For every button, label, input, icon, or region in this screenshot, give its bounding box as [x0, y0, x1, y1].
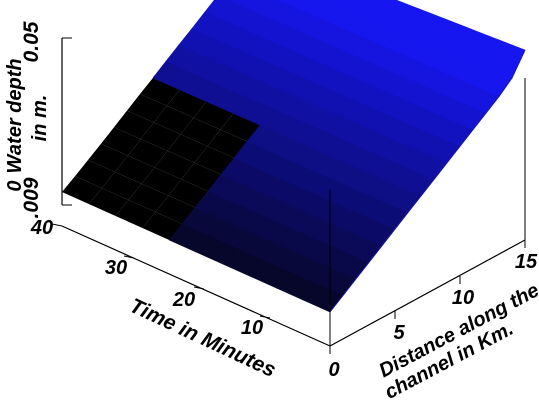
surface-patch — [166, 89, 207, 118]
z-tick-label-bottom: .009 — [20, 177, 43, 218]
surface-patch — [115, 200, 156, 228]
surface-patch — [142, 212, 183, 240]
surface-patch — [88, 143, 128, 172]
distance-tick-label-15: 15 — [515, 251, 538, 273]
surface-front-edge — [329, 49, 526, 313]
depth-surface — [62, 0, 526, 313]
surface-patch — [220, 113, 261, 142]
surface-patch — [277, 0, 287, 3]
surface-patch — [114, 155, 155, 184]
surface-patch — [140, 77, 180, 106]
surface-patch — [101, 171, 142, 200]
distance-axis-line — [329, 239, 526, 347]
surface-patch — [140, 122, 181, 151]
surface-patch — [168, 179, 209, 208]
distance-tick-label-5: 5 — [393, 322, 405, 344]
z-tick-label-top: 0.05 — [20, 21, 43, 62]
surface-patch — [128, 183, 169, 212]
surface-patch — [207, 129, 248, 158]
z-axis-title-line2: in m. — [29, 95, 51, 142]
surface-patch — [167, 134, 208, 163]
time-tick-20 — [193, 286, 205, 290]
surface-patch — [127, 139, 168, 168]
time-tick-label-20: 20 — [172, 289, 195, 311]
time-tick-label-30: 30 — [105, 257, 127, 279]
surface-patch — [227, 0, 251, 8]
surface-patch — [101, 127, 141, 156]
time-axis-line — [61, 225, 331, 347]
surface-patch — [127, 94, 167, 123]
distance-tick-label-0: 0 — [328, 359, 339, 381]
surface-patch — [180, 117, 221, 147]
surface-patch — [141, 167, 182, 196]
time-tick-30 — [123, 255, 135, 259]
z-axis-prefix: 0 — [4, 180, 26, 191]
surface-patch — [193, 101, 234, 130]
surface-patch — [114, 110, 154, 140]
surface-patch — [194, 146, 235, 175]
surface-patch — [155, 195, 196, 224]
surface-patch — [62, 176, 102, 204]
time-tick-40 — [51, 223, 63, 227]
surface-patch — [153, 105, 194, 135]
surface-patch — [154, 150, 195, 180]
time-tick-label-40: 40 — [30, 217, 53, 239]
surface-patch — [181, 162, 222, 192]
surface-patch — [330, 0, 357, 10]
z-axis-title-line1: Water depth — [4, 58, 26, 173]
distance-tick-label-10: 10 — [452, 287, 474, 309]
time-tick-label-10: 10 — [241, 317, 263, 339]
time-tick-10 — [259, 315, 271, 319]
surface-patch — [88, 188, 129, 216]
surface-patch — [75, 160, 115, 189]
